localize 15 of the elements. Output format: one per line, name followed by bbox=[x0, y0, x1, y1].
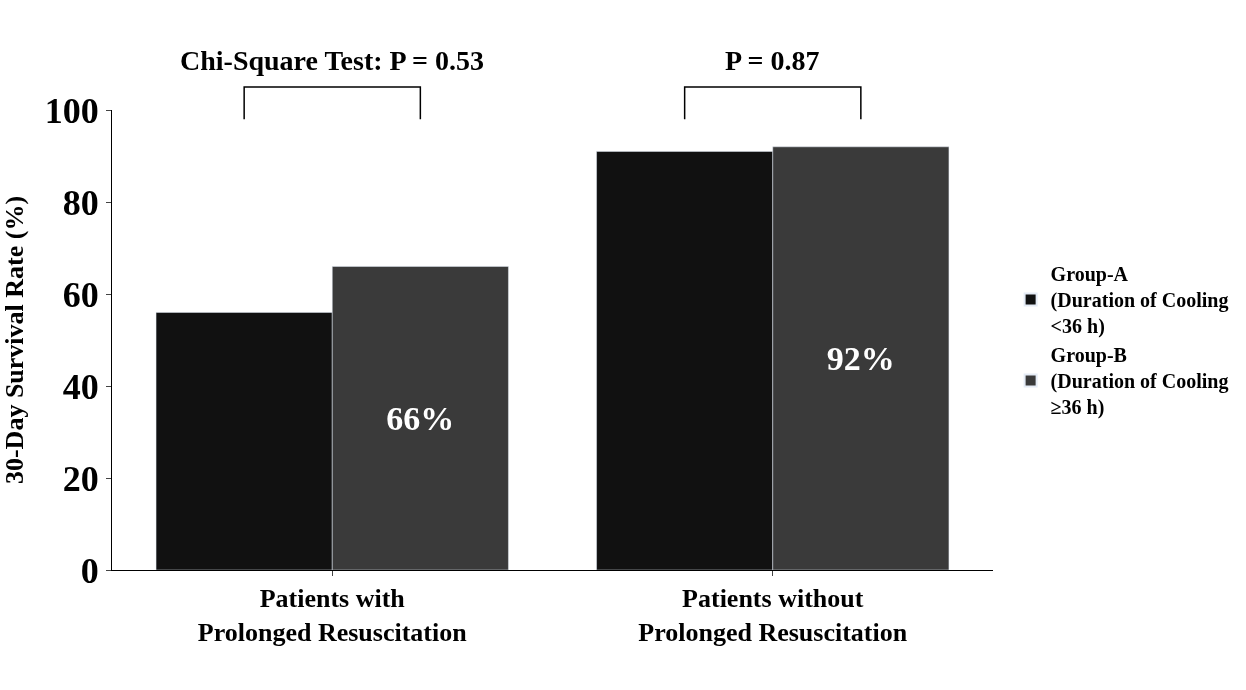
y-tick-label: 80 bbox=[62, 182, 99, 223]
y-tick-label: 60 bbox=[62, 274, 99, 315]
data-label: 66% bbox=[386, 399, 455, 437]
x-tick-label: Patients without Prolonged Resuscitation bbox=[638, 584, 908, 647]
y-tick-label: 100 bbox=[44, 90, 99, 131]
y-axis-title: 30-Day Survival Rate (%) bbox=[0, 195, 29, 485]
text: Chi-Square Test: P = 0.53 bbox=[180, 45, 485, 76]
y-tick-label: 40 bbox=[62, 366, 99, 407]
x-tick-label: Patients with Prolonged Resuscitation bbox=[197, 584, 468, 647]
data-label: 92% bbox=[826, 339, 895, 377]
text: P = 0.87 bbox=[725, 45, 820, 76]
legend-label: Group-A (Duration of Cooling <36 h) bbox=[1050, 263, 1229, 339]
y-tick-label: 0 bbox=[80, 550, 99, 591]
legend-label: Group-B (Duration of Cooling ≥36 h) bbox=[1050, 344, 1229, 420]
y-tick-label: 20 bbox=[62, 458, 99, 499]
